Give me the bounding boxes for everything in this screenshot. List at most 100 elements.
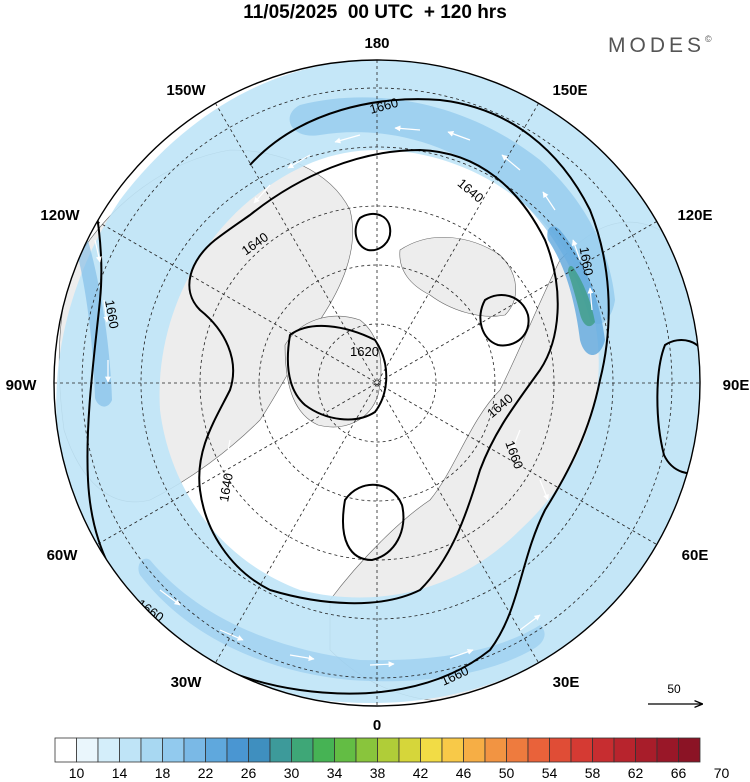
wind-vector (587, 287, 594, 311)
map-border (53, 59, 701, 707)
colorbar-tick-label: 66 (671, 765, 687, 781)
contour-low-siberia (479, 294, 530, 347)
brand-text: MODES (608, 34, 706, 57)
land-greenland (284, 315, 382, 428)
colorbar-tick-label: 42 (413, 765, 429, 781)
contour-low-europe (342, 483, 405, 562)
colorbar-tick-label: 30 (284, 765, 300, 781)
colorbar-tick-label: 14 (112, 765, 128, 781)
wind-vector (369, 661, 395, 668)
colorbar-swatch (613, 737, 636, 763)
wind-vector (287, 154, 311, 169)
land-siberia-arctic (399, 236, 516, 317)
colorbar-swatch (226, 737, 249, 763)
wind-vector (334, 134, 361, 144)
colorbar-swatch (355, 737, 378, 763)
colorbar-swatch (76, 737, 99, 763)
colorbar-swatch (570, 737, 593, 763)
wind-vector (449, 648, 474, 659)
colorbar-swatch (54, 737, 77, 763)
wind-vector (214, 499, 224, 522)
contour-1660-outer (86, 98, 610, 695)
colorbar-swatch (97, 737, 120, 763)
colorbar-swatch (463, 737, 486, 763)
wind-vector (539, 479, 549, 501)
contour-1640 (188, 148, 559, 605)
colorbar-tick-label: 18 (155, 765, 171, 781)
contour-label: 1640 (216, 472, 236, 503)
colorbar-swatch (678, 737, 701, 763)
colorbar-swatch (527, 737, 550, 763)
longitude-labels: 180 150E 120E 90E 60E 30E 0 30W 60W 90W … (6, 35, 750, 734)
colorbar-tick-label: 38 (370, 765, 386, 781)
colorbar-swatch (119, 737, 142, 763)
wind-vector (289, 654, 315, 662)
wind-vector (219, 629, 244, 641)
colorbar-tick-label: 54 (542, 765, 558, 781)
contour-east-closed (656, 339, 700, 475)
jet-band-south (138, 558, 545, 682)
colorbar-tick-label: 70 (714, 765, 730, 781)
jet-max-core (568, 266, 595, 327)
wind-vector (501, 154, 521, 171)
colorbar-tick-label: 34 (327, 765, 343, 781)
contour-label: 1660 (368, 95, 400, 117)
colorbar-tick-label: 62 (628, 765, 644, 781)
wind-vector (253, 184, 271, 204)
colorbar-swatch (162, 737, 185, 763)
wind-vector (224, 439, 231, 463)
colorbar-swatch (205, 737, 228, 763)
wind-vector (103, 299, 110, 323)
colorbar-tick-label: 26 (241, 765, 257, 781)
longitude-label-60e: 60E (682, 547, 709, 564)
contour-1620-greenland (286, 324, 388, 421)
graticule (54, 60, 700, 706)
longitude-label-120e: 120E (677, 207, 712, 224)
longitude-label-30e: 30E (553, 674, 580, 691)
longitude-label-30w: 30W (171, 674, 203, 691)
colorbar-tick-label: 22 (198, 765, 214, 781)
wind-reference: 50 (648, 682, 702, 704)
map-title: 11/05/2025 00 UTC + 120 hrs (243, 2, 507, 23)
wind-vectors (94, 125, 594, 668)
geopotential-contours (86, 98, 700, 695)
colorbar-swatch (506, 737, 529, 763)
wind-vector (447, 131, 471, 141)
wind-vector (542, 191, 556, 211)
longitude-label-90e: 90E (723, 377, 750, 394)
wind-vector (94, 239, 102, 263)
colorbar-tick-label: 58 (585, 765, 601, 781)
contour-label: 1660 (102, 299, 122, 330)
colorbar-swatch (291, 737, 314, 763)
colorbar-swatch (656, 737, 679, 763)
colorbar-swatch (549, 737, 572, 763)
wind-vector (511, 429, 521, 451)
longitude-label-60w: 60W (47, 547, 79, 564)
jet-band-west (74, 227, 112, 407)
contour-low-north (354, 212, 392, 252)
colorbar-swatch (635, 737, 658, 763)
copyright-mark: © (705, 34, 712, 44)
longitude-label-150e: 150E (552, 82, 587, 99)
colorbar-swatch (269, 737, 292, 763)
longitude-label-150w: 150W (166, 82, 206, 99)
colorbar-swatch (334, 737, 357, 763)
colorbar-swatch (484, 737, 507, 763)
longitude-label-180: 180 (364, 35, 389, 52)
longitude-label-120w: 120W (40, 207, 80, 224)
colorbar-tick-label: 10 (69, 765, 85, 781)
wind-vector (571, 239, 581, 261)
longitude-label-0: 0 (373, 717, 381, 734)
colorbar-swatch (248, 737, 271, 763)
modes-logo: MODES© (608, 34, 712, 58)
contour-label: 1660 (576, 246, 596, 277)
colorbar-tick-label: 46 (456, 765, 472, 781)
colorbar-swatch (183, 737, 206, 763)
wind-vector (519, 614, 541, 631)
colorbar-swatch (377, 737, 400, 763)
longitude-label-90w: 90W (6, 377, 38, 394)
colorbar-swatch (592, 737, 615, 763)
colorbar-swatch (312, 737, 335, 763)
contour-label: 1620 (350, 344, 379, 359)
